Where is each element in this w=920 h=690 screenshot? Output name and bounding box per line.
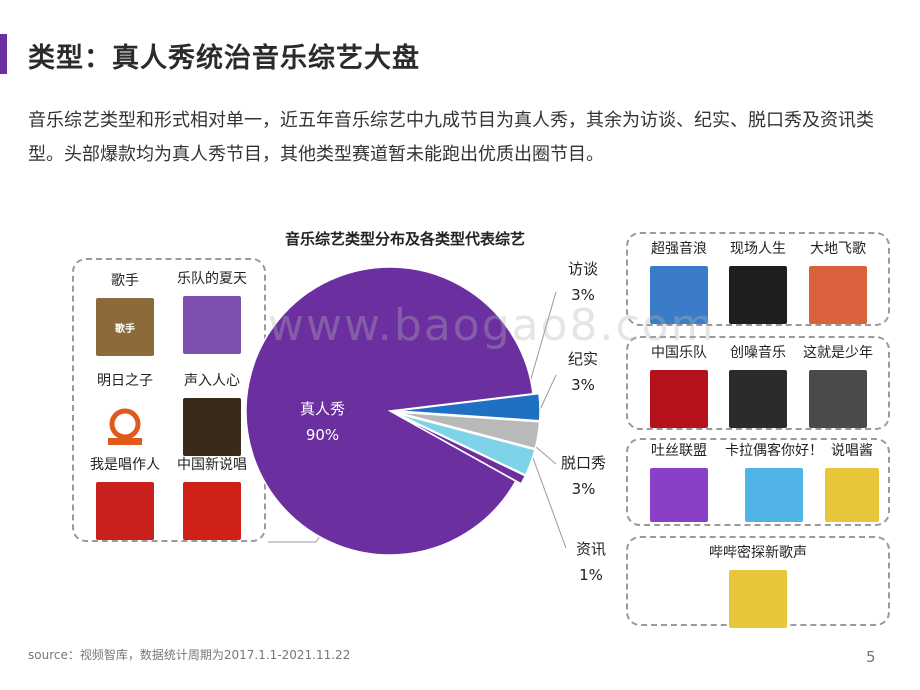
slice-value: 3% (571, 286, 595, 304)
pie-label-documentary: 纪实 3% (568, 346, 598, 398)
show-name: 哔哔密探新歌声 (709, 545, 807, 561)
show-item: 大地飞歌 (793, 238, 883, 324)
show-poster (183, 398, 241, 456)
interview-shows-box (626, 232, 890, 326)
documentary-shows-box (626, 336, 890, 430)
pie-slice-2 (395, 411, 541, 450)
show-name: 超强音浪 (651, 241, 707, 257)
show-name: 明日之子 (97, 373, 153, 389)
leader-line (535, 446, 557, 465)
show-poster (96, 398, 154, 456)
show-name: 中国乐队 (651, 345, 707, 361)
leader-line (537, 374, 557, 415)
show-item: 吐丝联盟 (634, 440, 724, 522)
show-poster (745, 468, 803, 522)
show-name: 创噪音乐 (730, 345, 786, 361)
slice-value: 1% (579, 566, 603, 584)
pie-label-news: 资讯 1% (576, 536, 606, 588)
pie-slice-3 (395, 412, 536, 477)
page-number: 5 (866, 648, 876, 666)
show-poster (650, 370, 708, 428)
pie-label-interview: 访谈 3% (568, 256, 598, 308)
pie-label-talkshow: 脱口秀 3% (561, 450, 606, 502)
slice-value: 3% (571, 480, 596, 498)
show-item: 我是唱作人 (80, 454, 170, 540)
pie-slice-1 (395, 392, 541, 422)
show-poster (96, 482, 154, 540)
slice-name: 资讯 (576, 540, 607, 558)
source-note: source：视频智库，数据统计周期为2017.1.1-2021.11.22 (28, 648, 351, 662)
show-item: 哔哔密探新歌声 (688, 542, 828, 628)
show-name: 我是唱作人 (90, 457, 160, 473)
chart-title: 音乐综艺类型分布及各类型代表综艺 (285, 230, 526, 248)
slice-value: 90% (305, 426, 340, 444)
show-item: 声入人心 (167, 370, 257, 456)
show-poster (825, 468, 879, 522)
show-poster (183, 296, 241, 354)
show-name: 歌手 (111, 273, 139, 289)
talkshow-shows-box (626, 438, 890, 526)
show-item: 卡拉偶客你好！ (716, 440, 832, 522)
slice-name: 访谈 (568, 260, 599, 278)
show-item: 乐队的夏天 (167, 268, 257, 354)
show-name: 声入人心 (184, 373, 240, 389)
show-poster (650, 468, 708, 522)
slice-name: 真人秀 (300, 400, 346, 418)
title-accent-bar (0, 34, 7, 74)
show-poster (729, 266, 787, 324)
show-poster (729, 370, 787, 428)
show-poster (650, 266, 708, 324)
show-item: 说唱酱 (820, 440, 884, 522)
slice-name: 纪实 (568, 350, 599, 368)
show-name: 吐丝联盟 (651, 443, 707, 459)
slice-name: 脱口秀 (561, 454, 607, 472)
show-poster (809, 266, 867, 324)
show-item: 创噪音乐 (713, 342, 803, 428)
show-name: 说唱酱 (831, 443, 873, 459)
intro-paragraph: 音乐综艺类型和形式相对单一，近五年音乐综艺中九成节目为真人秀，其余为访谈、纪实、… (28, 110, 874, 165)
show-logo-icon (108, 408, 142, 445)
show-item: 现场人生 (713, 238, 803, 324)
show-item: 这就是少年 (793, 342, 883, 428)
show-name: 乐队的夏天 (177, 271, 247, 287)
show-item: 超强音浪 (634, 238, 724, 324)
show-item: 歌手 歌手 (80, 270, 170, 356)
show-poster: 歌手 (96, 298, 154, 356)
show-item: 中国新说唱 (167, 454, 257, 540)
pie-label-reality: 真人秀 90% (300, 396, 345, 448)
watermark: www.baogao8.com (268, 300, 716, 351)
page-title: 类型：真人秀统治音乐综艺大盘 (28, 43, 420, 74)
show-name: 大地飞歌 (810, 241, 866, 257)
show-item: 中国乐队 (634, 342, 724, 428)
show-name: 现场人生 (730, 241, 786, 257)
show-poster (809, 370, 867, 428)
slice-value: 3% (571, 376, 595, 394)
show-poster (183, 482, 241, 540)
show-item: 明日之子 (80, 370, 170, 456)
pie-slice-0 (245, 266, 534, 556)
show-name: 这就是少年 (803, 345, 873, 361)
show-name: 中国新说唱 (177, 457, 247, 473)
leader-line (532, 457, 567, 549)
show-name: 卡拉偶客你好！ (725, 443, 823, 459)
pie-slice-4 (394, 413, 527, 485)
show-poster (729, 570, 787, 628)
